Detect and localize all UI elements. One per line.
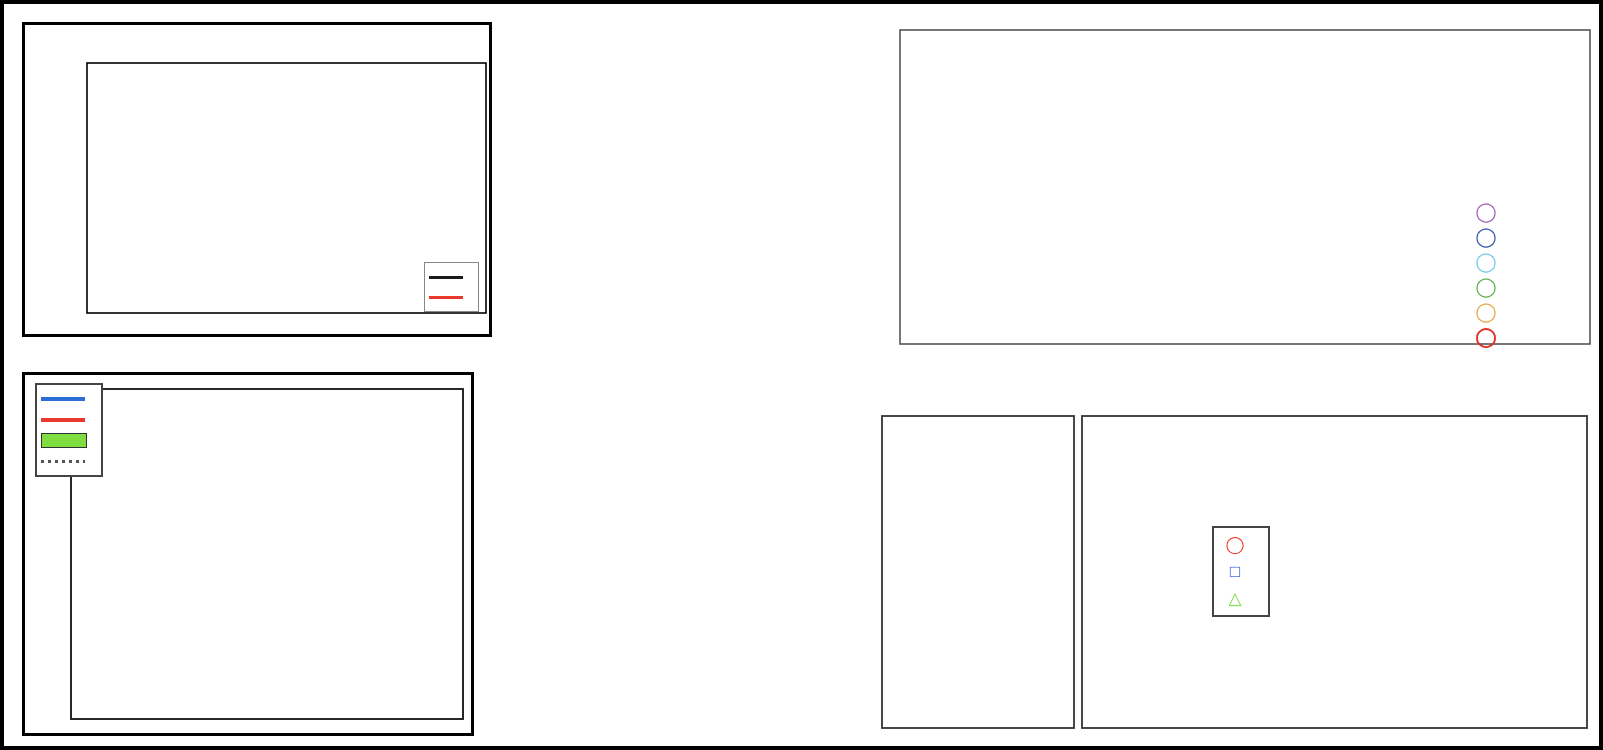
marker-square-icon: □ [1229, 562, 1241, 581]
legend-item-delta-t: ◯ [1218, 531, 1258, 558]
legend-item-700ps: ◯ [1469, 250, 1517, 275]
legend-item-300ps: ◯ [1469, 300, 1517, 325]
legend-item-laser-on [41, 409, 94, 430]
legend-item-1100ps: ◯ [1469, 200, 1517, 225]
dynamics-panel: ◯ □ △ [876, 408, 1593, 736]
legend-item-laser-off [41, 388, 94, 409]
xas-legend [424, 262, 479, 312]
xes-legend [35, 383, 103, 477]
legend-item-laser-on [429, 287, 470, 307]
marker-circle-icon: ◯ [1475, 202, 1497, 223]
molecule-svg [504, 152, 904, 542]
marker-circle-icon: ◯ [1475, 327, 1497, 348]
xds-panel: ◯ ◯ ◯ ◯ ◯ ◯ [872, 18, 1593, 358]
legend-item-laser-off [429, 267, 470, 287]
marker-circle-icon: ◯ [1475, 252, 1497, 273]
xes-panel [22, 372, 474, 736]
marker-circle-icon: ◯ [1475, 277, 1497, 298]
legend-item-hs-reference [41, 451, 94, 472]
legend-item-500ps: ◯ [1469, 275, 1517, 300]
difference-swatch [41, 433, 87, 448]
legend-item-difference [41, 430, 94, 451]
xas-panel [22, 22, 492, 337]
legend-item-delta-rho: □ [1218, 558, 1258, 585]
legend-item-100ps: ◯ [1469, 325, 1517, 350]
marker-circle-icon: ◯ [1475, 227, 1497, 248]
legend-item-excitation: △ [1218, 585, 1258, 612]
legend-item-900ps: ◯ [1469, 225, 1517, 250]
dynamics-legend: ◯ □ △ [1212, 526, 1270, 617]
laser-off-swatch [429, 275, 463, 279]
xas-plot [26, 26, 488, 333]
xds-legend: ◯ ◯ ◯ ◯ ◯ ◯ [1469, 200, 1517, 350]
marker-circle-icon: ◯ [1225, 535, 1245, 554]
marker-circle-icon: ◯ [1475, 302, 1497, 323]
xds-plot [872, 18, 1593, 358]
laser-off-swatch [41, 396, 85, 401]
laser-on-swatch [429, 295, 463, 299]
laser-on-swatch [41, 417, 85, 422]
marker-triangle-icon: △ [1228, 589, 1242, 608]
repetition-rate-text [512, 524, 516, 536]
hs-reference-swatch [41, 460, 85, 463]
molecule-structure-fe-bipy-3 [504, 152, 904, 542]
